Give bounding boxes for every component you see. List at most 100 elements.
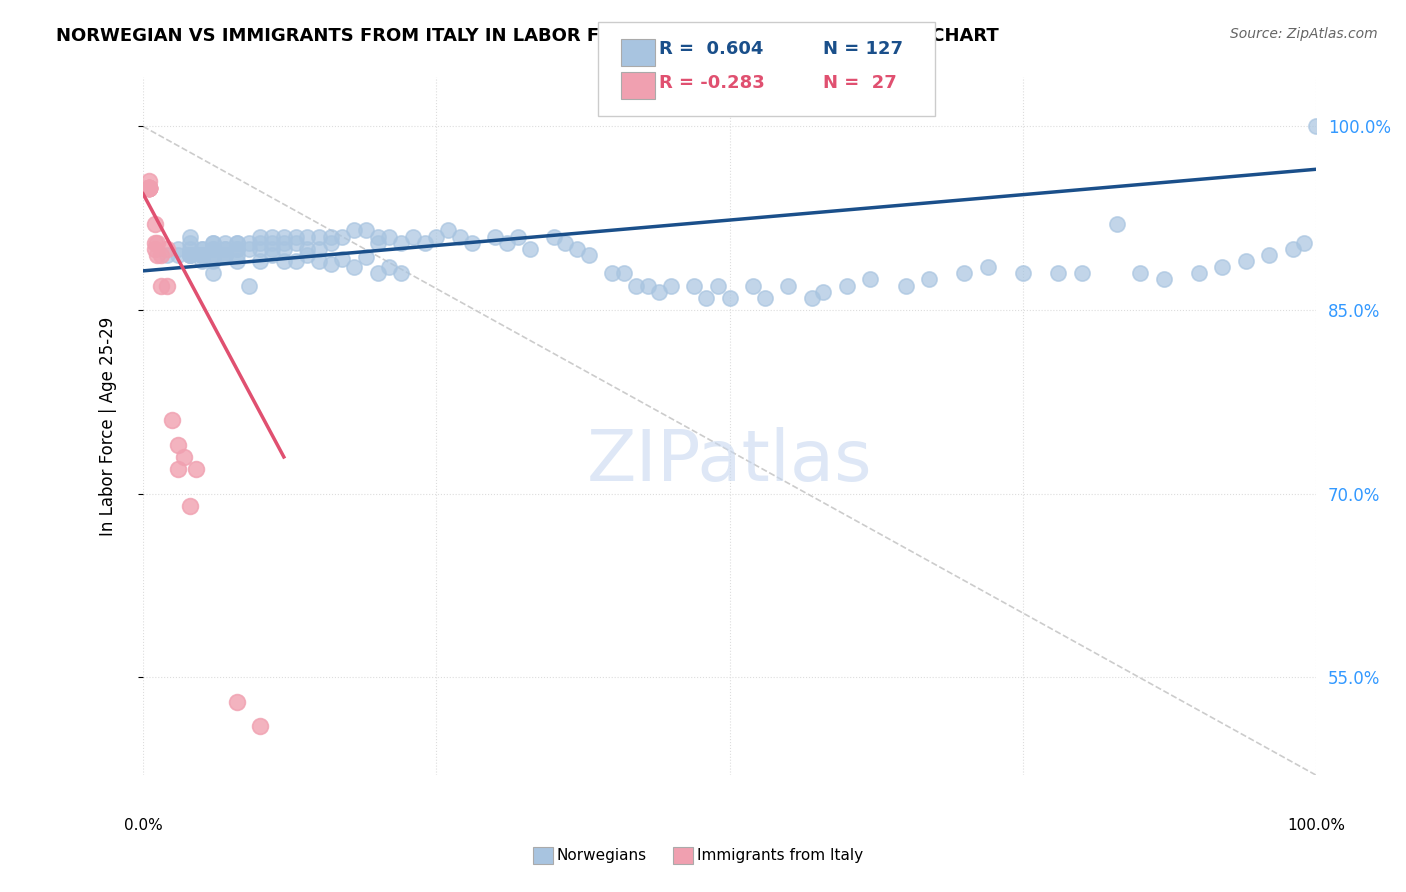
Point: [402, 229, 425, 244]
Point: [202, 242, 225, 256]
Text: NORWEGIAN VS IMMIGRANTS FROM ITALY IN LABOR FORCE | AGE 25-29 CORRELATION CHART: NORWEGIAN VS IMMIGRANTS FROM ITALY IN LA…: [56, 27, 1000, 45]
Point: [284, 235, 307, 250]
Text: N = 127: N = 127: [823, 40, 903, 58]
Point: [297, 242, 319, 256]
Point: [659, 278, 682, 293]
Point: [143, 235, 166, 250]
Text: ZIPatlas: ZIPatlas: [586, 426, 873, 496]
Text: R = -0.283: R = -0.283: [659, 74, 765, 92]
Point: [1070, 266, 1092, 280]
Point: [695, 291, 717, 305]
Point: [624, 278, 647, 293]
Point: [138, 180, 160, 194]
Point: [179, 248, 201, 262]
Point: [308, 229, 330, 244]
Point: [894, 278, 917, 293]
Point: [367, 266, 389, 280]
Point: [262, 235, 284, 250]
Point: [238, 235, 260, 250]
Point: [367, 229, 389, 244]
Point: [249, 235, 271, 250]
Point: [138, 174, 160, 188]
Point: [1258, 248, 1281, 262]
Point: [378, 229, 401, 244]
Point: [179, 248, 201, 262]
Point: [918, 272, 941, 286]
Point: [648, 285, 671, 299]
Point: [190, 254, 212, 268]
Point: [953, 266, 976, 280]
Point: [859, 272, 882, 286]
Point: [800, 291, 823, 305]
Point: [214, 242, 236, 256]
Point: [262, 248, 284, 262]
Point: [225, 254, 247, 268]
Point: [155, 248, 177, 262]
Point: [742, 278, 765, 293]
Point: [437, 223, 460, 237]
Point: [179, 229, 201, 244]
Point: [1105, 218, 1128, 232]
Point: [262, 242, 284, 256]
Point: [600, 266, 623, 280]
Point: [146, 248, 169, 262]
Point: [138, 180, 160, 194]
Point: [813, 285, 835, 299]
Point: [202, 248, 225, 262]
Point: [138, 180, 160, 194]
Point: [249, 254, 271, 268]
Point: [1305, 120, 1327, 134]
Point: [249, 719, 271, 733]
Point: [1281, 242, 1303, 256]
Point: [1188, 266, 1211, 280]
Point: [202, 266, 225, 280]
Point: [778, 278, 800, 293]
Point: [214, 248, 236, 262]
Point: [179, 235, 201, 250]
Point: [202, 235, 225, 250]
Point: [225, 235, 247, 250]
Point: [1129, 266, 1152, 280]
Point: [460, 235, 482, 250]
Text: Immigrants from Italy: Immigrants from Italy: [697, 848, 863, 863]
Point: [225, 242, 247, 256]
Point: [155, 242, 177, 256]
Point: [225, 248, 247, 262]
Point: [273, 254, 295, 268]
Point: [389, 235, 412, 250]
Point: [543, 229, 565, 244]
Text: R =  0.604: R = 0.604: [659, 40, 763, 58]
Point: [138, 180, 160, 194]
Point: [319, 256, 342, 270]
Point: [179, 499, 201, 513]
Point: [249, 242, 271, 256]
Point: [273, 229, 295, 244]
Point: [225, 695, 247, 709]
Point: [284, 229, 307, 244]
Point: [565, 242, 588, 256]
Text: 100.0%: 100.0%: [1288, 818, 1346, 833]
Point: [707, 278, 730, 293]
Point: [508, 229, 530, 244]
Point: [1047, 266, 1070, 280]
Point: [1211, 260, 1233, 275]
Point: [332, 252, 354, 266]
Point: [162, 413, 184, 427]
Point: [425, 229, 447, 244]
Point: [308, 242, 330, 256]
Point: [262, 229, 284, 244]
Point: [138, 180, 160, 194]
Point: [378, 260, 401, 275]
Point: [214, 242, 236, 256]
Point: [249, 229, 271, 244]
Point: [332, 229, 354, 244]
Point: [184, 462, 207, 476]
Point: [578, 248, 600, 262]
Y-axis label: In Labor Force | Age 25-29: In Labor Force | Age 25-29: [100, 317, 117, 536]
Point: [167, 462, 190, 476]
Point: [319, 235, 342, 250]
Point: [138, 180, 160, 194]
Point: [179, 248, 201, 262]
Point: [554, 235, 576, 250]
Point: [179, 242, 201, 256]
